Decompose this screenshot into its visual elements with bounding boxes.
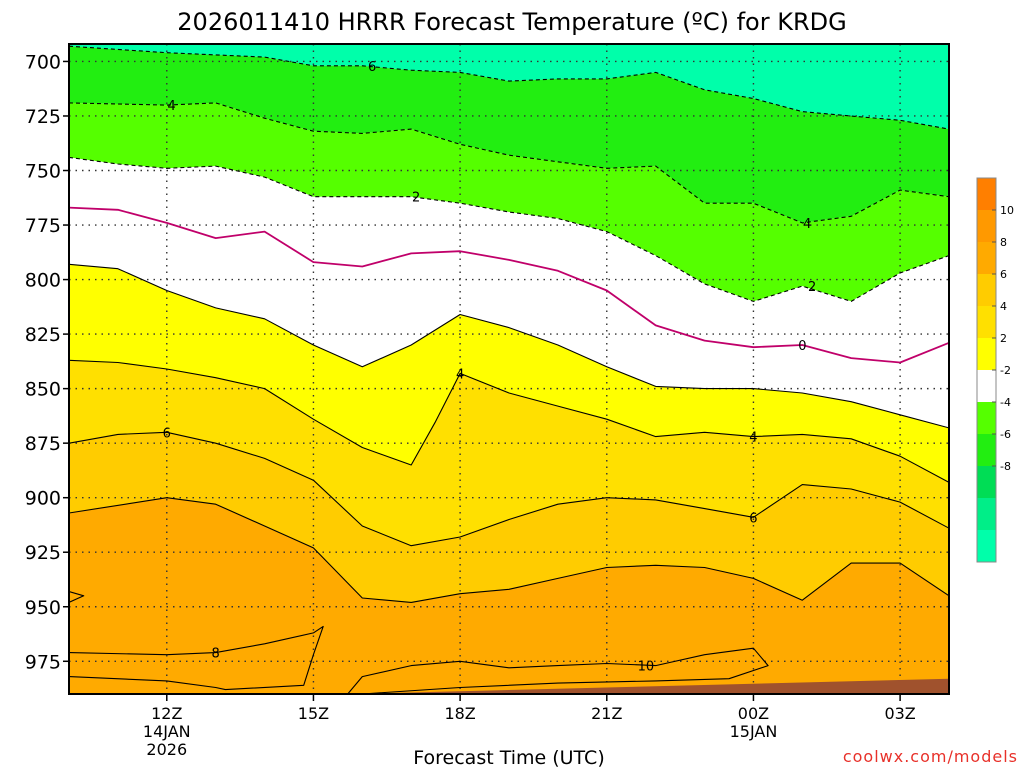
colorbar-label-8: -8 — [1000, 460, 1011, 473]
colorbar-segment-6 — [977, 370, 996, 402]
y-tick-label-750: 750 — [25, 161, 61, 183]
y-axis: 700 725 750 775 800 825 850 875 900 925 950 975 — [25, 51, 69, 673]
colorbar-segment-11 — [977, 530, 996, 562]
shading-band-8 — [69, 497, 949, 694]
x-tick-label-5-0: 15Z — [298, 704, 329, 723]
watermark: coolwx.com/models — [843, 747, 1018, 766]
contour-label-5-0: 4 — [456, 367, 464, 382]
colorbar-segment-3 — [977, 274, 996, 306]
y-tick-label-800: 800 — [25, 270, 61, 292]
contour-label-6-0: 6 — [163, 426, 171, 441]
colorbar-segment-5 — [977, 338, 996, 370]
x-tick-label-11-0: 21Z — [591, 704, 622, 723]
colorbar-segment-10 — [977, 498, 996, 530]
y-tick-label-775: 775 — [25, 215, 61, 237]
colorbar-segment-0 — [977, 178, 996, 210]
colorbar-segment-2 — [977, 242, 996, 274]
contour-label-3-0: 0 — [798, 339, 806, 354]
y-tick-label-850: 850 — [25, 379, 61, 401]
colorbar-segment-1 — [977, 210, 996, 242]
contour-label-8-0: 8 — [212, 647, 220, 662]
shading-band-5 — [69, 264, 949, 483]
contour-line-7 — [69, 497, 949, 603]
contour-line-9 — [347, 647, 769, 694]
contour-label-2-0: 2 — [412, 191, 420, 206]
colorbar-label-2: 6 — [1000, 268, 1007, 281]
contour-line-2 — [69, 156, 949, 302]
colorbar-segment-4 — [977, 306, 996, 338]
x-tick-label-17-0: 03Z — [884, 704, 915, 723]
contour-label-5-1: 4 — [749, 431, 757, 446]
x-tick-label-8-0: 18Z — [444, 704, 475, 723]
temperature-shading — [69, 44, 949, 694]
contour-line-10 — [69, 590, 85, 603]
contour-label-6-1: 6 — [749, 511, 757, 526]
y-tick-label-875: 875 — [25, 433, 61, 455]
contour-label-2-1: 2 — [808, 280, 816, 295]
colorbar-label-7: -6 — [1000, 428, 1011, 441]
colorbar-segment-8 — [977, 434, 996, 466]
contour-line-6 — [69, 431, 949, 547]
x-tick-label-2-2: 2026 — [146, 740, 187, 759]
colorbar-segment-7 — [977, 402, 996, 434]
contour-label-0-0: 6 — [368, 60, 376, 75]
contour-label-1-0: 4 — [168, 99, 176, 114]
contour-line-5 — [69, 359, 949, 483]
ground-surface — [69, 678, 949, 694]
x-tick-label-2-1: 14JAN — [143, 722, 191, 741]
plot-area: 6 4 4 2 2 0 4 4 6 6 8 10 — [69, 44, 949, 694]
contour-line-8 — [69, 625, 324, 691]
contour-labels: 6 4 4 2 2 0 4 4 6 6 8 10 — [163, 60, 817, 675]
colorbar-label-3: 4 — [1000, 300, 1007, 313]
shading-band-2 — [69, 102, 949, 302]
colorbar-label-5: -2 — [1000, 364, 1011, 377]
x-tick-label-14-0: 00Z — [738, 704, 769, 723]
shading-band-7 — [69, 432, 949, 603]
y-tick-label-900: 900 — [25, 488, 61, 510]
contour-label-9-0: 10 — [638, 660, 655, 675]
colorbar: 10 8 6 4 2 -2 -4 -6 -8 — [976, 177, 1014, 563]
colorbar-label-4: 2 — [1000, 332, 1007, 345]
y-tick-label-700: 700 — [25, 51, 61, 73]
contour-line-0 — [69, 45, 949, 130]
contour-line-4 — [69, 263, 949, 429]
y-tick-label-975: 975 — [25, 651, 61, 673]
shading-band-4 — [69, 207, 949, 428]
contour-lines — [69, 45, 949, 694]
plot-frame — [68, 43, 950, 695]
shading-band-6 — [69, 360, 949, 546]
x-tick-label-14-1: 15JAN — [730, 722, 778, 741]
ground-fill — [69, 678, 949, 694]
colorbar-segment-9 — [977, 466, 996, 498]
shading-band-1 — [69, 46, 949, 223]
x-tick-label-2-0: 12Z — [151, 704, 182, 723]
shading-band-0 — [69, 44, 949, 130]
y-tick-label-825: 825 — [25, 324, 61, 346]
y-tick-label-925: 925 — [25, 542, 61, 564]
colorbar-label-1: 8 — [1000, 236, 1007, 249]
colorbar-label-6: -4 — [1000, 396, 1011, 409]
y-tick-label-725: 725 — [25, 106, 61, 128]
x-axis-label: Forecast Time (UTC) — [413, 747, 604, 768]
shading-band-3 — [69, 157, 949, 363]
colorbar-label-0: 10 — [1000, 204, 1014, 217]
contour-label-1-1: 4 — [803, 217, 811, 232]
chart-title: 2026011410 HRRR Forecast Temperature (ºC… — [177, 8, 846, 36]
contour-line-3 — [69, 206, 949, 364]
contour-line-1 — [69, 102, 949, 224]
y-tick-label-950: 950 — [25, 597, 61, 619]
